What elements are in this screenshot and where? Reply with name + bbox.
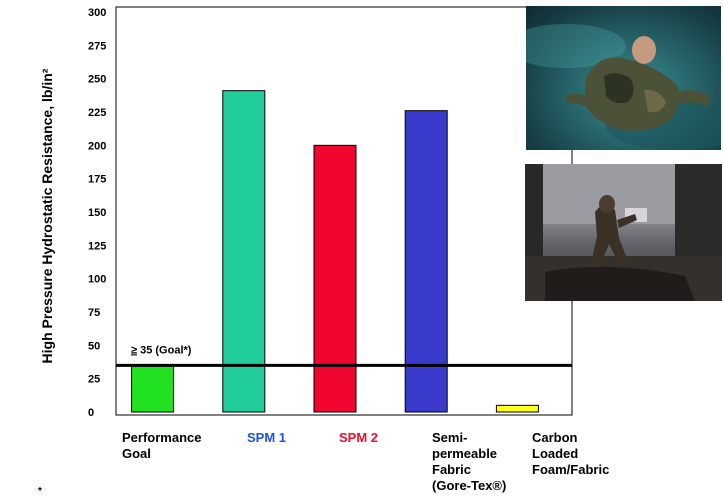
swimmer-photo: [526, 6, 721, 150]
footnote-marker: *: [38, 486, 42, 497]
y-tick-label: 250: [88, 74, 106, 86]
goal-label-text: 35 (Goal*): [137, 344, 192, 356]
category-label-line: Carbon: [532, 430, 578, 445]
y-axis-label: High Pressure Hydrostatic Resistance, lb…: [39, 68, 55, 363]
y-tick-label: 25: [88, 374, 100, 386]
bar: [313, 144, 357, 413]
y-tick-label: 75: [88, 307, 100, 319]
category-label-line: Fabric: [432, 462, 471, 477]
category-label: SPM 2: [339, 430, 378, 445]
y-axis-label-group: High Pressure Hydrostatic Resistance, lb…: [39, 68, 55, 363]
y-tick-label: 50: [88, 340, 100, 352]
category-label-line: (Gore-Tex®): [432, 478, 506, 493]
bar: [131, 364, 175, 413]
category-label-line: Goal: [122, 446, 151, 461]
y-tick-label: 200: [88, 140, 106, 152]
y-tick-label: 100: [88, 274, 106, 286]
category-label-line: Loaded: [532, 446, 578, 461]
category-label: Semi-permeable Fabric (Gore-Tex®): [432, 430, 506, 493]
category-label: Carbon Loaded Foam/Fabric: [532, 430, 609, 477]
category-label-line: SPM 2: [339, 430, 378, 445]
category-label-line: SPM 1: [247, 430, 286, 445]
y-tick-labels: 0 25 50 75 100 125 150 175 200 225 250 275 300: [88, 7, 106, 419]
bar: [222, 90, 266, 413]
y-tick-label: 0: [88, 407, 94, 419]
bar: [495, 404, 539, 413]
field-test-photo: [525, 164, 722, 301]
y-tick-label: 125: [88, 240, 106, 252]
category-label: Performance Goal: [122, 430, 201, 461]
category-label-line: Performance: [122, 430, 201, 445]
goal-line-label: ≥ 35 (Goal*): [131, 344, 192, 356]
y-tick-label: 150: [88, 207, 106, 219]
y-tick-label: 175: [88, 174, 106, 186]
bar: [404, 110, 448, 413]
bars: [131, 90, 539, 413]
goal-label-ge: ≥: [131, 344, 137, 356]
y-tick-label: 275: [88, 40, 106, 52]
y-tick-label: 225: [88, 107, 106, 119]
category-label-line: permeable: [432, 446, 497, 461]
category-label-line: Foam/Fabric: [532, 462, 609, 477]
y-tick-label: 300: [88, 7, 106, 19]
category-label: SPM 1: [247, 430, 286, 445]
category-label-line: Semi-: [432, 430, 467, 445]
